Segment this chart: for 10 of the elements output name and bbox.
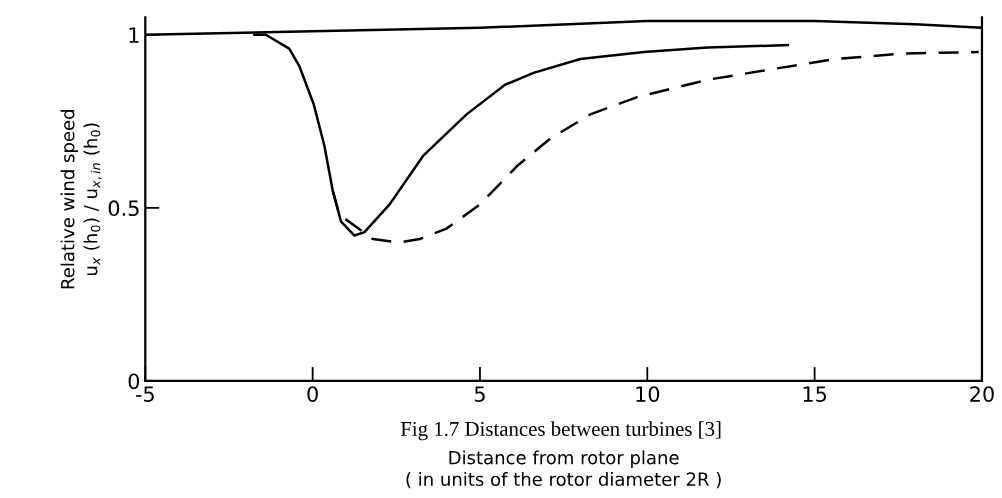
x-tick-label: 10 [636, 386, 660, 402]
x-tick-label: 0 [307, 386, 318, 402]
x-tick-label: 5 [474, 386, 485, 402]
caption: Fig 1.7 Distances between turbines [3] [400, 421, 721, 441]
y-tick-label: 1 [129, 27, 139, 43]
x-tick-label: 15 [803, 386, 827, 402]
text: Relative wind speed u$_{x}$ (h$_{0}$) / u$_{x,in}$ (h$_{0}$) [60, 110, 102, 289]
x-axis-title: Distance from rotor plane ( in units of the rotor diameter 2R ) [406, 450, 721, 489]
y-tick-label: 0.5 [108, 200, 139, 217]
x-tick-label: 20 [970, 386, 994, 402]
